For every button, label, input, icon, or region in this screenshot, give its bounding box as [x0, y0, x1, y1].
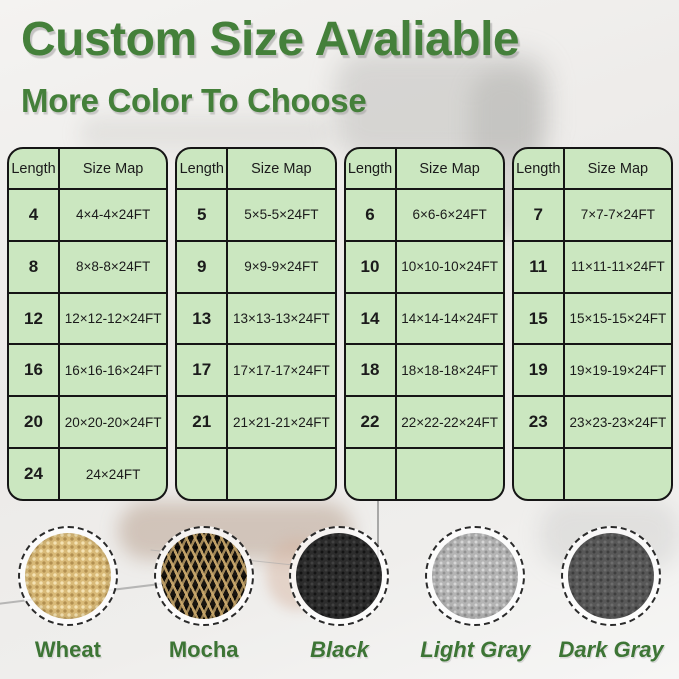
swatch-label: Light Gray — [420, 637, 531, 662]
swatch-dashed-ring — [561, 526, 662, 626]
fabric-texture-wheat — [24, 533, 111, 619]
swatch-dark-gray: Dark Gray — [545, 526, 677, 663]
size-map-cell: 24×24FT — [58, 447, 167, 499]
size-map-cell: 12×12-12×24FT — [58, 291, 167, 344]
swatch-mocha: Mocha — [138, 526, 270, 663]
color-swatches: Wheat Mocha Black Light Gray Dark Gray — [0, 526, 679, 663]
size-map-cell: 19×19-19×24FT — [562, 343, 671, 396]
size-map-cell: 16×16-16×24FT — [58, 343, 167, 396]
length-cell: 7 — [513, 188, 563, 240]
size-map-cell: 18×18-18×24FT — [394, 343, 503, 396]
size-table-1: Length Size Map 4 4×4-4×24FT 8 8×8-8×24FT 12 12… — [7, 147, 169, 501]
length-cell: 5 — [177, 188, 227, 240]
size-table-3: Length Size Map 6 6×6-6×24FT 10 10×10-10×24FT… — [343, 147, 505, 501]
page-title: Custom Size Avaliable — [21, 13, 520, 66]
length-cell — [177, 447, 227, 499]
length-cell: 16 — [9, 343, 58, 395]
fabric-texture-black — [296, 533, 383, 619]
swatch-label: Wheat — [34, 637, 101, 662]
size-map-cell: 8×8-8×24FT — [58, 239, 167, 292]
fabric-texture-light-gray — [432, 533, 519, 619]
column-header-size-map: Size Map — [562, 149, 671, 188]
length-cell: 6 — [345, 188, 395, 240]
length-cell: 24 — [9, 447, 58, 499]
page-subtitle: More Color To Choose — [21, 82, 367, 119]
fabric-texture-dark-gray — [568, 533, 655, 619]
size-map-cell: 23×23-23×24FT — [562, 395, 671, 448]
length-cell: 13 — [177, 291, 227, 344]
length-cell: 22 — [345, 395, 395, 447]
size-map-cell: 17×17-17×24FT — [226, 343, 335, 396]
swatch-dashed-ring — [289, 526, 390, 626]
size-map-cell: 5×5-5×24FT — [226, 188, 335, 240]
length-cell: 20 — [9, 395, 58, 447]
fabric-texture-mocha — [160, 533, 247, 619]
size-table-4: Length Size Map 7 7×7-7×24FT 11 11×11-11×24FT… — [511, 147, 673, 501]
background-photo-blur — [335, 52, 550, 157]
size-map-cell: 6×6-6×24FT — [394, 188, 503, 240]
length-cell: 11 — [513, 239, 563, 292]
size-map-cell: 11×11-11×24FT — [562, 239, 671, 292]
swatch-label: Dark Gray — [558, 637, 664, 662]
size-tables: Length Size Map 4 4×4-4×24FT 8 8×8-8×24FT 12 12… — [7, 147, 673, 501]
size-map-cell: 21×21-21×24FT — [226, 395, 335, 448]
size-map-cell: 20×20-20×24FT — [58, 395, 167, 448]
swatch-dashed-ring — [17, 526, 118, 626]
length-cell: 18 — [345, 343, 395, 395]
background-photo-blur — [80, 116, 330, 150]
swatch-dashed-ring — [425, 526, 526, 626]
column-header-size-map: Size Map — [226, 149, 334, 188]
swatch-wheat: Wheat — [2, 526, 134, 663]
length-cell: 9 — [177, 239, 227, 292]
length-cell: 15 — [513, 291, 563, 344]
size-map-cell: 13×13-13×24FT — [226, 291, 335, 344]
size-map-cell: 10×10-10×24FT — [394, 239, 503, 292]
length-cell: 8 — [9, 239, 58, 292]
swatch-label: Mocha — [168, 637, 239, 662]
size-map-cell: 22×22-22×24FT — [394, 395, 503, 448]
size-map-cell: 7×7-7×24FT — [562, 188, 671, 240]
swatch-dashed-ring — [153, 526, 254, 626]
length-cell — [513, 447, 563, 499]
column-header-length: Length — [11, 160, 56, 177]
swatch-light-gray: Light Gray — [409, 526, 541, 663]
size-map-cell: 15×15-15×24FT — [562, 291, 671, 344]
size-map-cell — [226, 447, 335, 499]
length-cell: 12 — [9, 291, 58, 344]
column-header-length: Length — [516, 160, 561, 177]
column-header-length: Length — [179, 160, 224, 177]
length-cell: 21 — [177, 395, 227, 447]
swatch-black: Black — [273, 526, 405, 663]
column-header-length: Length — [347, 160, 393, 177]
size-map-cell: 4×4-4×24FT — [58, 188, 167, 240]
length-cell: 19 — [513, 343, 563, 395]
length-cell: 23 — [513, 395, 563, 447]
size-map-cell — [562, 447, 671, 499]
size-table-2: Length Size Map 5 5×5-5×24FT 9 9×9-9×24FT 13 13… — [175, 147, 337, 501]
size-map-cell: 14×14-14×24FT — [394, 291, 503, 344]
length-cell — [345, 447, 395, 499]
size-map-cell: 9×9-9×24FT — [226, 239, 335, 292]
length-cell: 4 — [9, 188, 58, 240]
column-header-size-map: Size Map — [394, 149, 503, 188]
column-header-size-map: Size Map — [58, 149, 166, 188]
length-cell: 14 — [345, 291, 395, 344]
length-cell: 17 — [177, 343, 227, 395]
swatch-label: Black — [310, 637, 369, 662]
size-map-cell — [394, 447, 503, 499]
length-cell: 10 — [345, 239, 395, 292]
